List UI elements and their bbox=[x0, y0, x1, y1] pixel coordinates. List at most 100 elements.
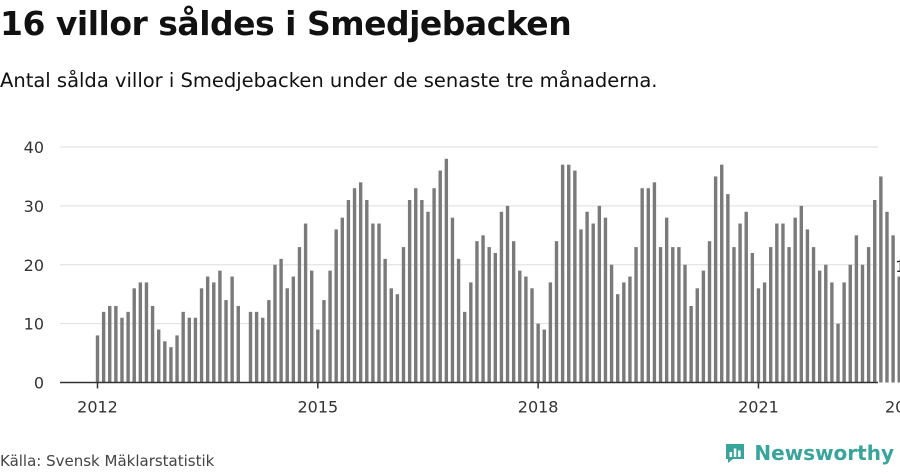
bar bbox=[157, 329, 161, 383]
bar bbox=[95, 335, 100, 383]
bar bbox=[261, 317, 265, 383]
bar bbox=[542, 329, 546, 383]
x-tick-label: 2018 bbox=[518, 398, 559, 417]
bar bbox=[597, 205, 602, 383]
bar bbox=[750, 252, 755, 383]
bar bbox=[756, 288, 761, 383]
bar bbox=[689, 305, 693, 383]
bar bbox=[181, 311, 185, 383]
bar bbox=[591, 223, 595, 383]
bar bbox=[169, 347, 173, 383]
bar bbox=[199, 288, 204, 383]
highlight-value-label: 16 bbox=[895, 257, 900, 276]
bar bbox=[407, 199, 412, 383]
bar bbox=[114, 305, 118, 383]
bar bbox=[371, 223, 375, 383]
bar bbox=[695, 288, 699, 383]
bar bbox=[560, 164, 565, 383]
bar bbox=[879, 176, 883, 383]
chart-title: 16 villor såldes i Smedjebacken bbox=[0, 4, 572, 43]
bar bbox=[854, 235, 859, 383]
bar bbox=[389, 288, 393, 383]
bar bbox=[530, 288, 534, 383]
bar bbox=[346, 199, 351, 383]
bar bbox=[634, 247, 638, 383]
x-tick-label: 2012 bbox=[77, 398, 118, 417]
bar bbox=[891, 235, 895, 383]
bar bbox=[340, 217, 344, 383]
bar bbox=[285, 288, 289, 383]
bar bbox=[273, 264, 277, 383]
bar bbox=[805, 229, 810, 383]
bar bbox=[787, 247, 791, 383]
bar bbox=[144, 282, 149, 383]
bar bbox=[554, 241, 559, 383]
bar bbox=[352, 188, 357, 383]
bar bbox=[187, 317, 191, 383]
bar bbox=[499, 211, 504, 383]
bar bbox=[824, 264, 828, 383]
bar bbox=[377, 223, 381, 383]
y-tick-label: 40 bbox=[24, 138, 44, 157]
bar bbox=[744, 211, 748, 383]
bar bbox=[279, 258, 283, 383]
chart-subtitle: Antal sålda villor i Smedjebacken under … bbox=[0, 69, 658, 92]
bar bbox=[334, 229, 338, 383]
bar bbox=[365, 199, 369, 383]
y-tick-label: 20 bbox=[24, 256, 44, 275]
bar bbox=[817, 270, 822, 383]
bar bbox=[664, 217, 669, 383]
bar bbox=[848, 264, 852, 383]
bar bbox=[707, 241, 712, 383]
bar bbox=[297, 247, 302, 383]
bar bbox=[322, 300, 326, 383]
bar bbox=[671, 247, 675, 383]
bar bbox=[224, 300, 228, 383]
bar bbox=[811, 247, 816, 383]
bar bbox=[432, 188, 436, 383]
bar bbox=[469, 282, 473, 383]
bar bbox=[444, 158, 449, 383]
bar bbox=[254, 311, 259, 383]
y-tick-label: 0 bbox=[34, 374, 44, 393]
bar bbox=[138, 282, 143, 383]
y-tick-label: 30 bbox=[24, 197, 44, 216]
source-note: Källa: Svensk Mäklarstatistik bbox=[0, 452, 215, 470]
bar bbox=[163, 341, 167, 383]
bar bbox=[230, 276, 234, 383]
bar bbox=[873, 199, 877, 383]
bar bbox=[108, 305, 112, 383]
bar bbox=[450, 217, 455, 383]
bar bbox=[328, 270, 332, 383]
bar bbox=[860, 264, 865, 383]
bar bbox=[101, 311, 106, 383]
x-tick-label: 2021 bbox=[738, 398, 779, 417]
bar bbox=[487, 247, 491, 383]
brand-name: Newsworthy bbox=[754, 441, 894, 465]
bar bbox=[585, 211, 589, 383]
bar bbox=[291, 276, 296, 383]
bar bbox=[414, 188, 418, 383]
bar bbox=[775, 223, 779, 383]
bar bbox=[518, 270, 522, 383]
bar bbox=[193, 317, 198, 383]
bar bbox=[720, 164, 724, 383]
bar-chart-speech-bubble-icon bbox=[726, 444, 745, 463]
bar bbox=[628, 276, 632, 383]
bar bbox=[640, 188, 644, 383]
bar bbox=[769, 247, 773, 383]
bar bbox=[616, 294, 620, 383]
bar bbox=[885, 211, 889, 383]
brand-logo: Newsworthy bbox=[724, 441, 894, 465]
x-tick-label: 2023 bbox=[885, 398, 900, 417]
bar bbox=[793, 217, 797, 383]
bar bbox=[493, 252, 497, 383]
bar bbox=[218, 270, 222, 383]
bar bbox=[150, 305, 155, 383]
x-tick-label: 2015 bbox=[297, 398, 338, 417]
bar bbox=[701, 270, 706, 383]
bar bbox=[842, 282, 846, 383]
bar bbox=[310, 270, 314, 383]
bar bbox=[781, 223, 785, 383]
